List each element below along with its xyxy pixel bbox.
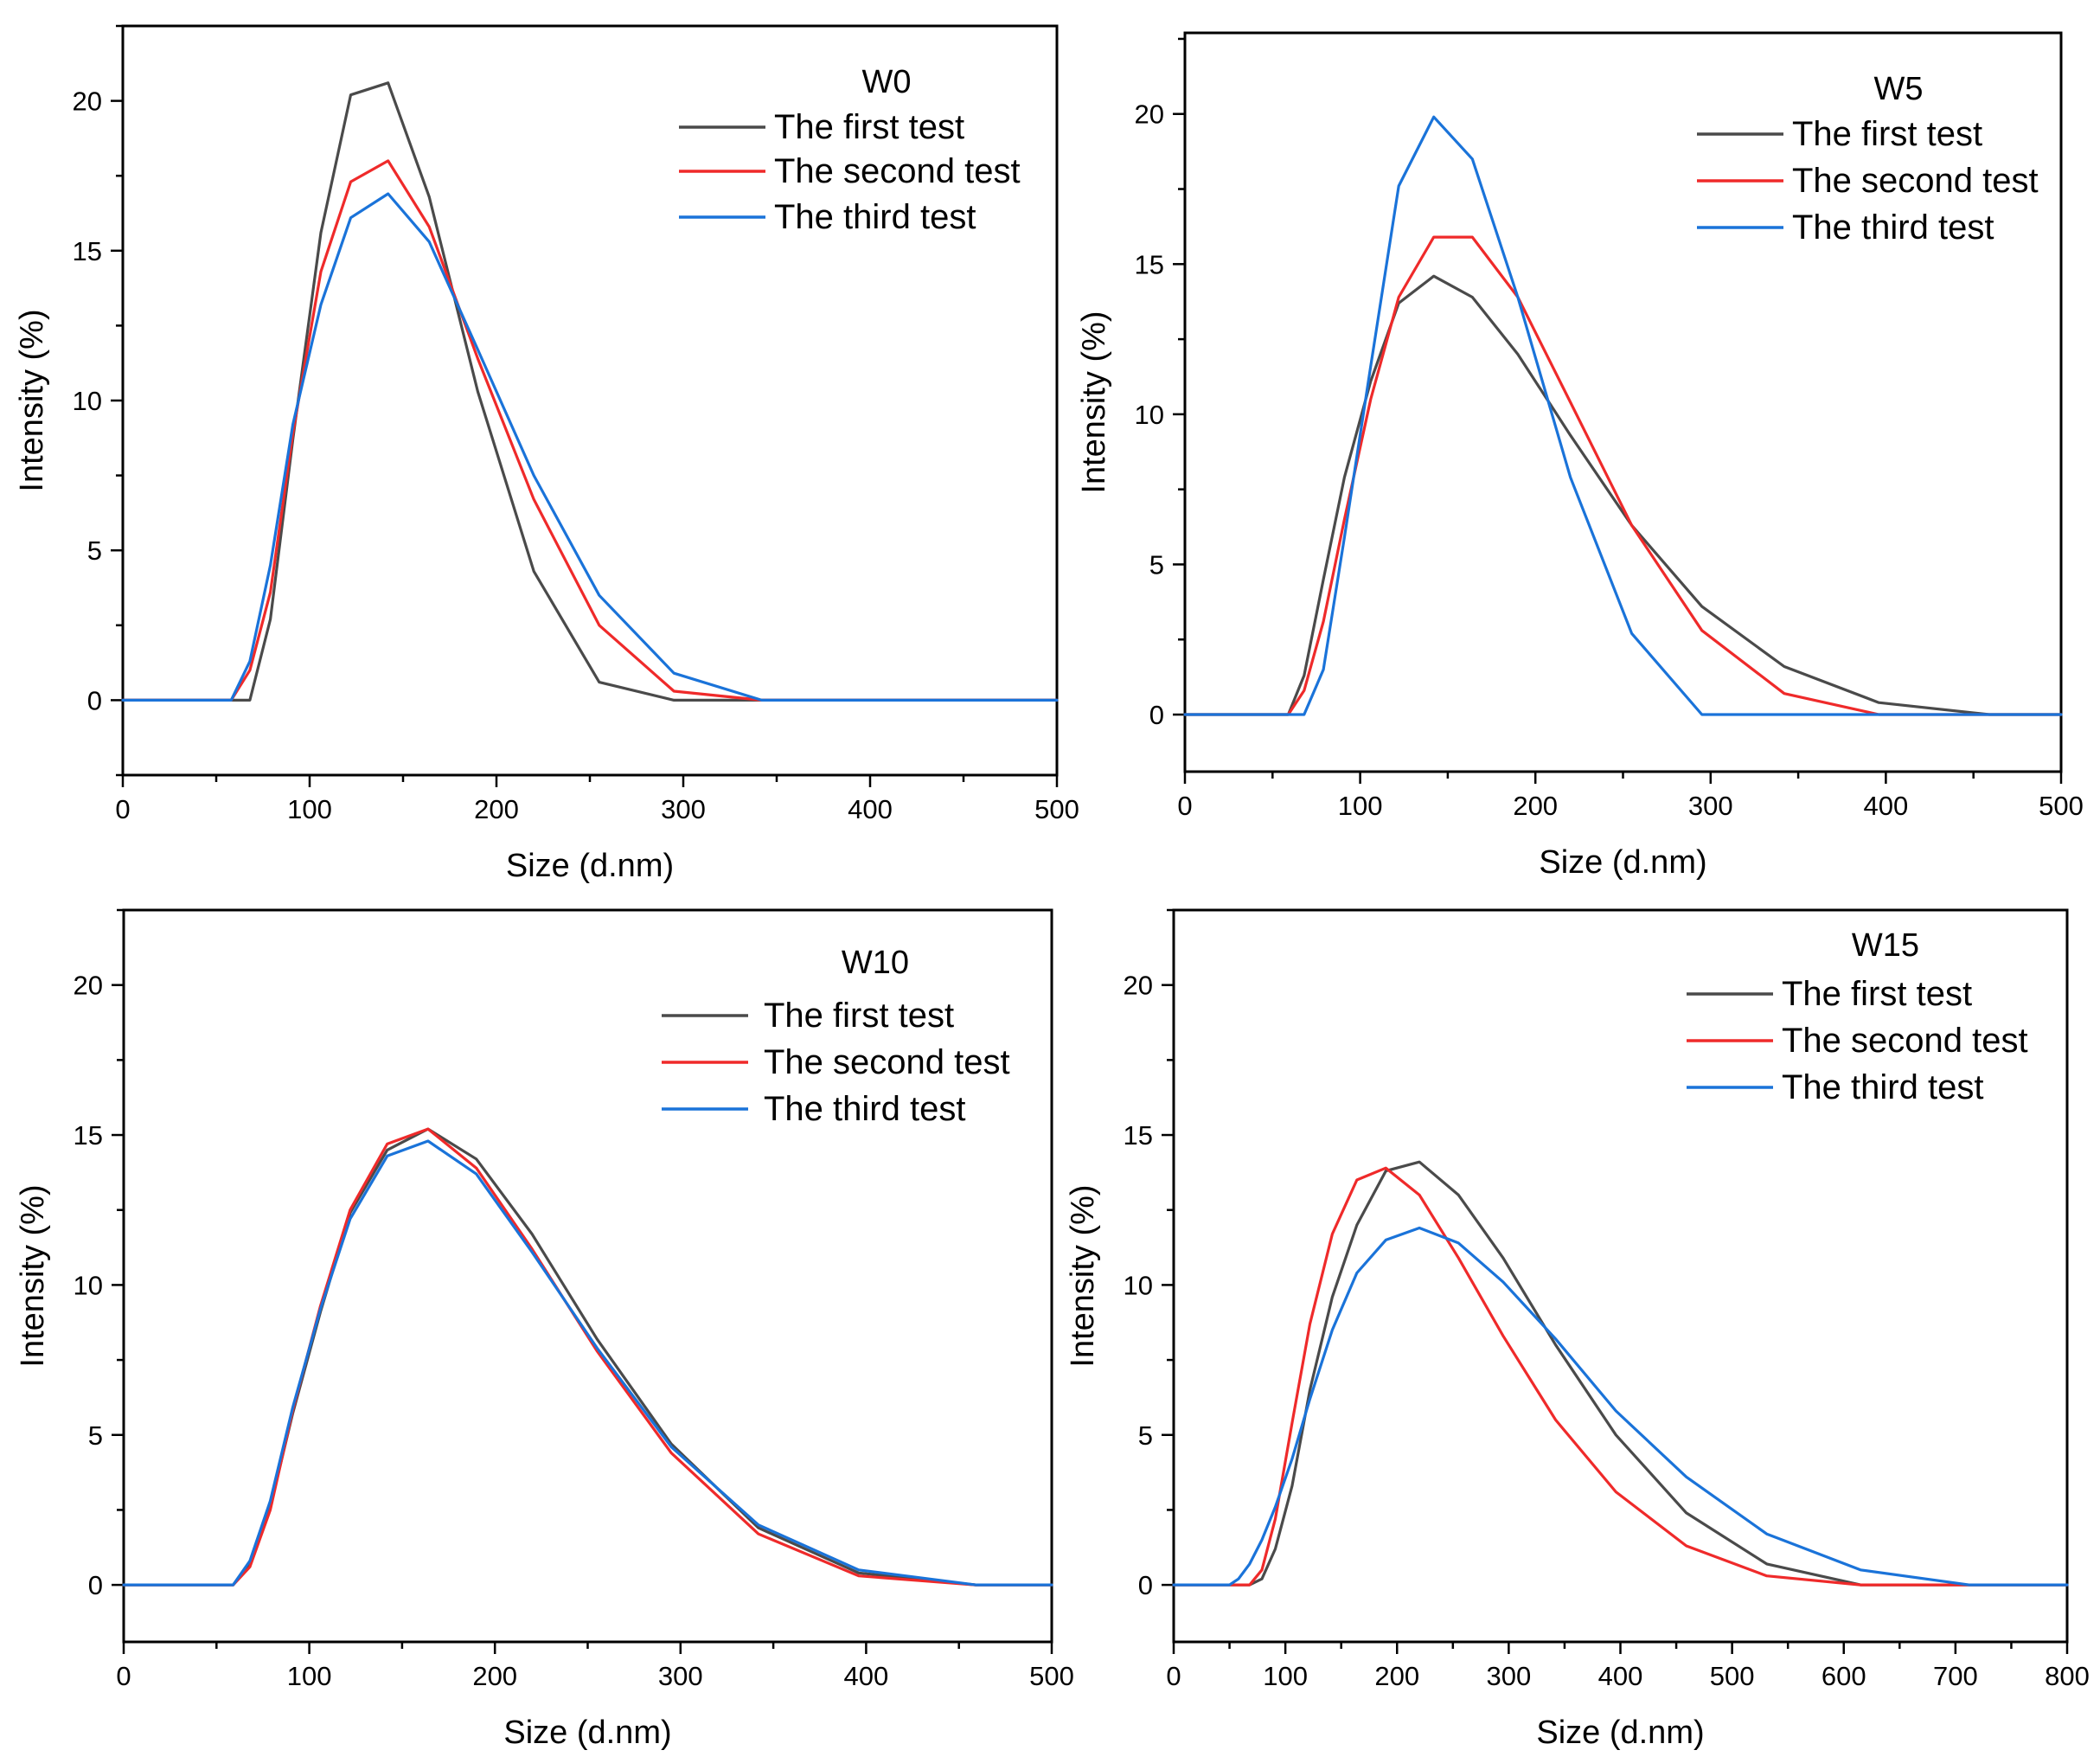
x-tick-label: 0 (115, 794, 130, 824)
y-tick-label: 5 (87, 535, 102, 566)
legend-entry-label: The second test (764, 1043, 1010, 1081)
series-line-3 (121, 192, 1059, 702)
y-tick-label: 10 (1124, 1270, 1153, 1300)
y-tick-label: 20 (1124, 971, 1153, 1001)
legend-title: W15 (1852, 927, 1919, 964)
y-axis-title: Intensity (%) (14, 309, 50, 491)
legend-title: W0 (862, 64, 912, 100)
chart-panel-w5: 0 100 200 300 400 500 0 5 10 15 20 Size (d.nm) Inten… (1076, 31, 2084, 881)
legend-entry-label: The third test (774, 198, 976, 236)
y-tick-label: 0 (88, 1570, 103, 1600)
legend-entry-label: The first test (774, 108, 964, 146)
x-tick-label: 300 (1688, 791, 1733, 821)
x-tick-label: 800 (2045, 1661, 2090, 1691)
legend-entry-label: The first test (1782, 975, 1972, 1013)
x-tick-label: 400 (848, 794, 893, 824)
x-tick-label: 400 (844, 1661, 889, 1691)
y-tick-label: 10 (73, 386, 102, 416)
legend-entry-label: The second test (774, 152, 1021, 190)
legend-title: W5 (1874, 71, 1924, 107)
y-tick-label: 5 (1149, 549, 1164, 580)
y-tick-label: 20 (73, 87, 102, 117)
chart-panel-w15: 0 100 200 300 400 500 600 700 800 0 5 10 15 20 Size (d… (1065, 908, 2090, 1751)
y-tick-label: 5 (88, 1420, 103, 1451)
legend: W5 The first test The second test The third… (1697, 71, 2039, 247)
x-tick-label: 600 (1821, 1661, 1866, 1691)
x-tick-label: 500 (1710, 1661, 1755, 1691)
y-tick-label: 20 (74, 971, 103, 1001)
x-tick-label: 100 (287, 1661, 332, 1691)
series-line-2 (1172, 1166, 2069, 1587)
x-tick-label: 0 (1166, 1661, 1181, 1691)
x-tick-label: 100 (1338, 791, 1383, 821)
chart-panel-w10: 0 100 200 300 400 500 0 5 10 15 20 Size (d.nm) Inten… (15, 908, 1074, 1751)
x-axis-title: Size (d.nm) (503, 1715, 671, 1751)
legend-entry-label: The second test (1792, 162, 2039, 200)
x-tick-label: 500 (1029, 1661, 1074, 1691)
x-tick-label: 400 (1864, 791, 1909, 821)
x-axis-title: Size (d.nm) (1536, 1715, 1704, 1751)
series-line-2 (121, 159, 1059, 702)
x-tick-label: 200 (472, 1661, 517, 1691)
legend-entry-label: The third test (1782, 1068, 1983, 1106)
series-line-1 (1172, 1160, 2069, 1587)
series-line-3 (122, 1139, 1053, 1587)
x-tick-label: 0 (116, 1661, 131, 1691)
legend: W10 The first test The second test The thir… (662, 945, 1010, 1128)
x-tick-label: 0 (1177, 791, 1192, 821)
x-tick-label: 200 (1374, 1661, 1419, 1691)
y-tick-label: 10 (1135, 400, 1164, 430)
y-tick-label: 15 (74, 1120, 103, 1151)
x-axis-title: Size (d.nm) (506, 848, 674, 884)
legend: W0 The first test The second test The third… (679, 64, 1021, 236)
x-axis-title: Size (d.nm) (1539, 844, 1706, 881)
y-tick-label: 15 (1135, 249, 1164, 279)
x-tick-label: 400 (1598, 1661, 1643, 1691)
series-line-1 (122, 1127, 1053, 1587)
series-line-1 (121, 81, 1059, 702)
y-tick-label: 15 (1124, 1120, 1153, 1151)
series-line-2 (122, 1127, 1053, 1587)
legend-entry-label: The third test (764, 1090, 965, 1128)
x-tick-label: 300 (658, 1661, 703, 1691)
x-tick-label: 100 (287, 794, 332, 824)
series-line-3 (1183, 115, 2063, 716)
x-tick-label: 700 (1933, 1661, 1978, 1691)
legend-entry-label: The first test (764, 997, 954, 1035)
series-line-1 (1183, 274, 2063, 716)
series-line-3 (1172, 1226, 2069, 1587)
y-tick-label: 0 (1149, 700, 1164, 730)
y-axis-title: Intensity (%) (1076, 311, 1112, 493)
y-axis-title: Intensity (%) (15, 1184, 51, 1367)
y-tick-label: 10 (74, 1270, 103, 1300)
x-tick-label: 300 (661, 794, 706, 824)
series-line-2 (1183, 235, 2063, 716)
x-tick-label: 200 (1513, 791, 1558, 821)
y-tick-label: 15 (73, 236, 102, 266)
y-tick-label: 20 (1135, 99, 1164, 130)
y-axis-title: Intensity (%) (1065, 1184, 1101, 1367)
x-tick-label: 300 (1487, 1661, 1532, 1691)
x-tick-label: 200 (474, 794, 519, 824)
x-tick-label: 500 (2039, 791, 2084, 821)
y-tick-label: 0 (87, 685, 102, 715)
legend: W15 The first test The second test The thir… (1687, 927, 2028, 1106)
legend-entry-label: The second test (1782, 1022, 2028, 1060)
plot-frame (1172, 908, 2069, 1644)
chart-panel-w0: 0 100 200 300 400 500 0 5 10 15 20 Size (d.nm) Inten… (14, 24, 1079, 884)
legend-entry-label: The third test (1792, 208, 1994, 247)
x-tick-label: 100 (1263, 1661, 1308, 1691)
x-tick-label: 500 (1034, 794, 1079, 824)
legend-entry-label: The first test (1792, 115, 1982, 153)
legend-title: W10 (842, 945, 909, 981)
y-tick-label: 0 (1138, 1570, 1153, 1600)
y-tick-label: 5 (1138, 1420, 1153, 1451)
